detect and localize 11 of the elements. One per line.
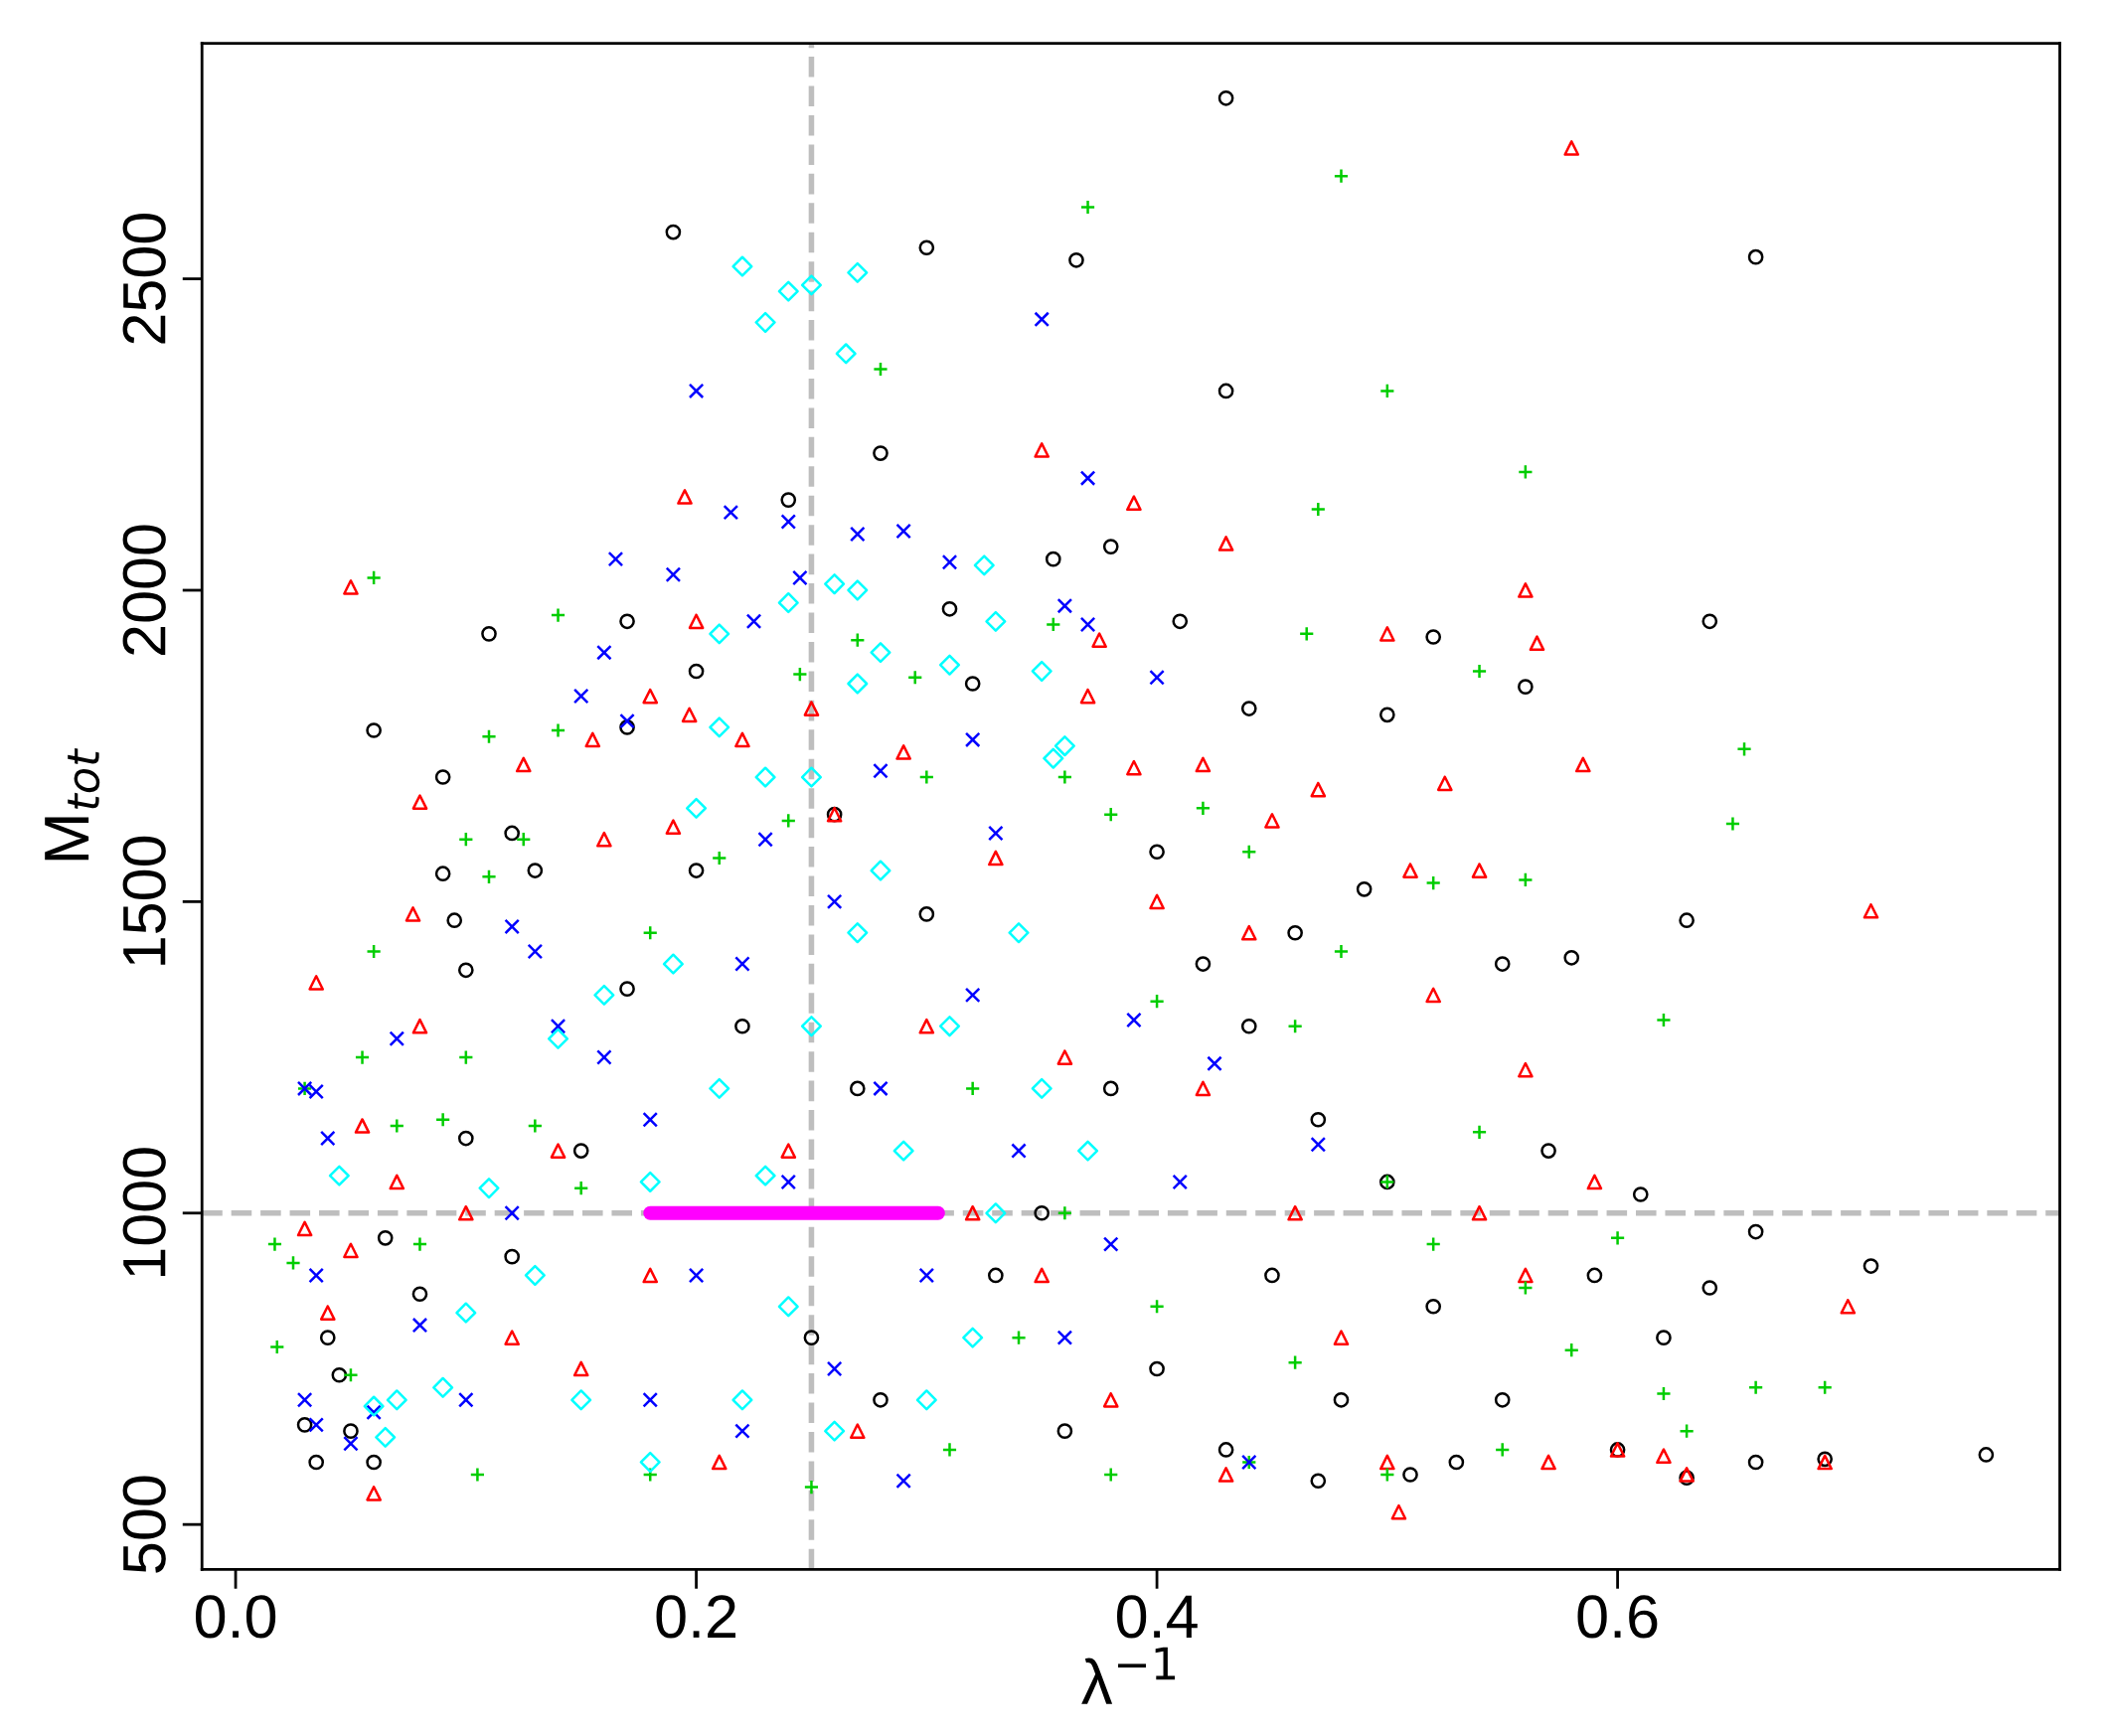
y-axis-title: M$_{tot}$	[45, 747, 100, 861]
x-tick-label: 0.6	[1577, 1595, 1658, 1639]
y-tick-label: 2500	[122, 214, 166, 344]
x-tick-label: 0.4	[1116, 1595, 1198, 1639]
x-axis-title: λ$^{−1}$	[1081, 1647, 1176, 1704]
y-tick-label: 1000	[122, 1148, 166, 1277]
y-tick-label: 2000	[122, 525, 166, 655]
y-tick-label: 500	[122, 1476, 166, 1573]
x-tick-label: 0.2	[656, 1595, 735, 1639]
x-tick-label: 0.0	[195, 1595, 276, 1639]
y-tick-label: 1500	[122, 836, 166, 965]
